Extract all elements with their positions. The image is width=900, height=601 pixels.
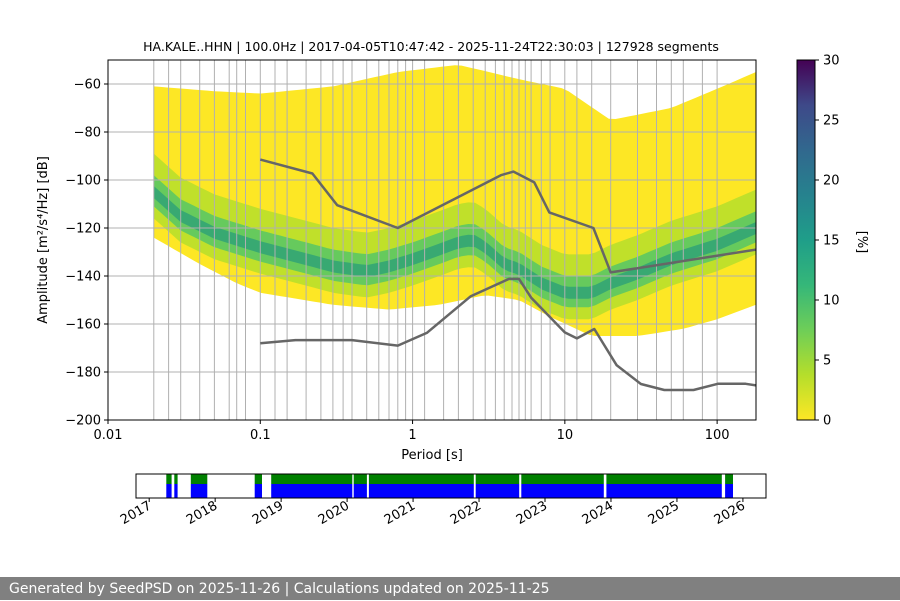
colorbar-tick-label: 30 xyxy=(823,54,840,69)
colorbar-tick-label: 15 xyxy=(823,234,840,249)
x-tick-label: 10 xyxy=(557,428,574,443)
colorbar-tick-label: 20 xyxy=(823,174,840,189)
y-tick-label: −80 xyxy=(74,126,101,141)
availability-segment xyxy=(271,484,353,498)
year-tick-label: 2022 xyxy=(448,498,484,528)
colorbar-tick-label: 0 xyxy=(823,414,831,429)
colorbar-gradient xyxy=(796,59,816,421)
data-segment xyxy=(271,474,353,484)
availability-segment xyxy=(174,484,178,498)
year-tick-label: 2019 xyxy=(250,498,286,528)
plot-frame xyxy=(107,59,757,421)
y-tick-label: −120 xyxy=(65,222,101,237)
year-tick-label: 2018 xyxy=(184,498,220,528)
year-tick-label: 2017 xyxy=(118,498,154,528)
timeline-year-ticks: 2017 2018 2019 2020 2021 2022 2023 2024 2025 2026 xyxy=(118,498,748,528)
availability-segment xyxy=(254,484,262,498)
year-tick-label: 2024 xyxy=(580,498,616,528)
y-axis-ticks: −60 −80 −100 −120 −140 −160 −180 −200 xyxy=(65,78,108,429)
availability-segment xyxy=(368,484,474,498)
footer-banner: Generated by SeedPSD on 2025-11-26 | Cal… xyxy=(0,577,900,600)
availability-segment xyxy=(190,484,208,498)
x-axis-label: Period [s] xyxy=(401,448,463,463)
density-envelope xyxy=(153,65,756,336)
y-axis-label: Amplitude [m²/s⁴/Hz] [dB] xyxy=(36,156,51,324)
data-segment xyxy=(166,474,172,484)
availability-segment xyxy=(475,484,520,498)
y-tick-label: −160 xyxy=(65,318,101,333)
x-tick-label: 0.01 xyxy=(94,428,123,443)
y-tick-label: −100 xyxy=(65,174,101,189)
data-segment xyxy=(190,474,208,484)
data-segment xyxy=(725,474,733,484)
grid-lines xyxy=(108,60,756,420)
availability-segment xyxy=(606,484,722,498)
colorbar: 0 5 10 15 20 25 30 [%] xyxy=(796,54,869,429)
nhnm-line xyxy=(259,158,756,274)
data-segment xyxy=(254,474,262,484)
year-tick-label: 2023 xyxy=(514,498,550,528)
nlnm-line xyxy=(260,277,756,392)
colorbar-label: [%] xyxy=(854,231,869,254)
density-core-band xyxy=(153,186,756,299)
data-segment xyxy=(368,474,474,484)
y-tick-label: −180 xyxy=(65,366,101,381)
availability-segment xyxy=(521,484,604,498)
x-tick-label: 100 xyxy=(705,428,730,443)
x-tick-label: 1 xyxy=(408,428,416,443)
year-tick-label: 2025 xyxy=(646,498,682,528)
data-segment xyxy=(475,474,520,484)
availability-segment xyxy=(725,484,733,498)
psd-figure: HA.KALE..HHN | 100.0Hz | 2017-04-05T10:4… xyxy=(36,39,869,528)
availability-segment xyxy=(353,484,367,498)
colorbar-tick-label: 5 xyxy=(823,354,831,369)
year-tick-label: 2020 xyxy=(316,498,352,528)
x-axis-ticks: 0.01 0.1 1 10 100 xyxy=(94,420,730,443)
data-segment xyxy=(353,474,367,484)
year-tick-label: 2026 xyxy=(712,498,748,528)
timeline-frame xyxy=(135,473,767,499)
data-segment xyxy=(174,474,178,484)
y-tick-label: −140 xyxy=(65,270,101,285)
colorbar-ticks: 0 5 10 15 20 25 30 xyxy=(815,54,840,429)
availability-segment xyxy=(166,484,172,498)
chart-title: HA.KALE..HHN | 100.0Hz | 2017-04-05T10:4… xyxy=(143,39,719,54)
data-segment xyxy=(606,474,722,484)
colorbar-tick-label: 25 xyxy=(823,114,840,129)
x-tick-label: 0.1 xyxy=(250,428,271,443)
timeline-segments xyxy=(166,474,733,498)
year-tick-label: 2021 xyxy=(382,498,418,528)
y-tick-label: −200 xyxy=(65,414,101,429)
availability-timeline: 2017 2018 2019 2020 2021 2022 2023 2024 2025 2026 xyxy=(118,473,767,528)
data-segment xyxy=(521,474,604,484)
y-tick-label: −60 xyxy=(74,78,101,93)
colorbar-tick-label: 10 xyxy=(823,294,840,309)
plot-area xyxy=(108,60,756,420)
